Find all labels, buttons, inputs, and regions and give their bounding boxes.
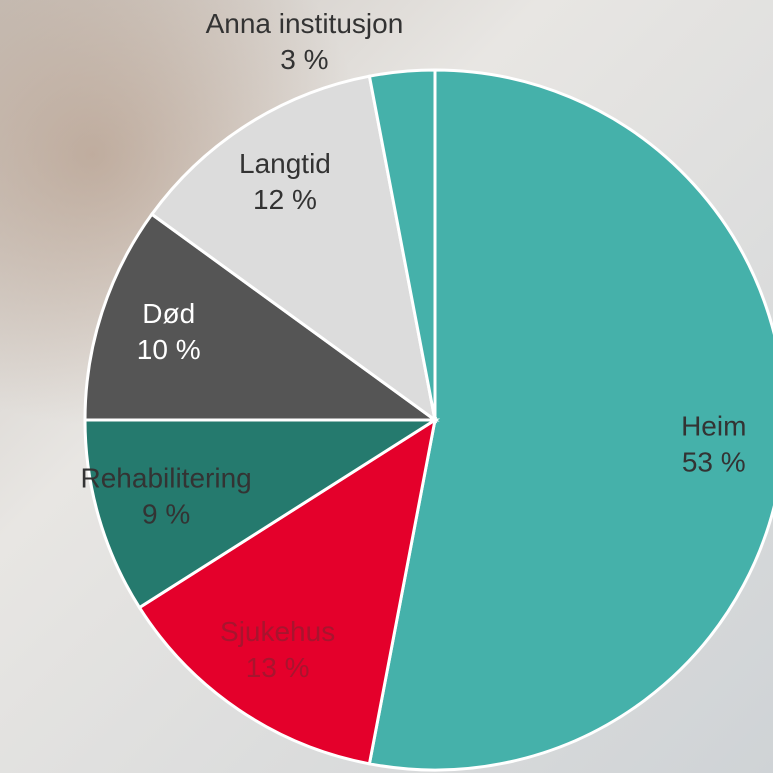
slice-label: Sjukehus (220, 616, 335, 647)
pie-slice (137, 416, 438, 766)
slice-label: Heim (681, 411, 746, 442)
pie-slice (149, 74, 438, 424)
slice-value-label: 10 % (137, 334, 201, 365)
pie-slice (367, 68, 773, 772)
slice-value-label: 9 % (142, 499, 190, 530)
slice-value-label: 53 % (682, 447, 746, 478)
pie-slice (367, 68, 437, 421)
slice-label: Anna institusjon (206, 8, 404, 39)
slice-label: Rehabilitering (81, 463, 252, 494)
slice-value-label: 3 % (280, 44, 328, 75)
pie-slice (83, 212, 440, 422)
slice-value-label: 13 % (246, 652, 310, 683)
slice-label: Langtid (239, 148, 331, 179)
slice-value-label: 12 % (253, 184, 317, 215)
slice-label: Død (142, 298, 195, 329)
pie-slice (83, 418, 441, 610)
